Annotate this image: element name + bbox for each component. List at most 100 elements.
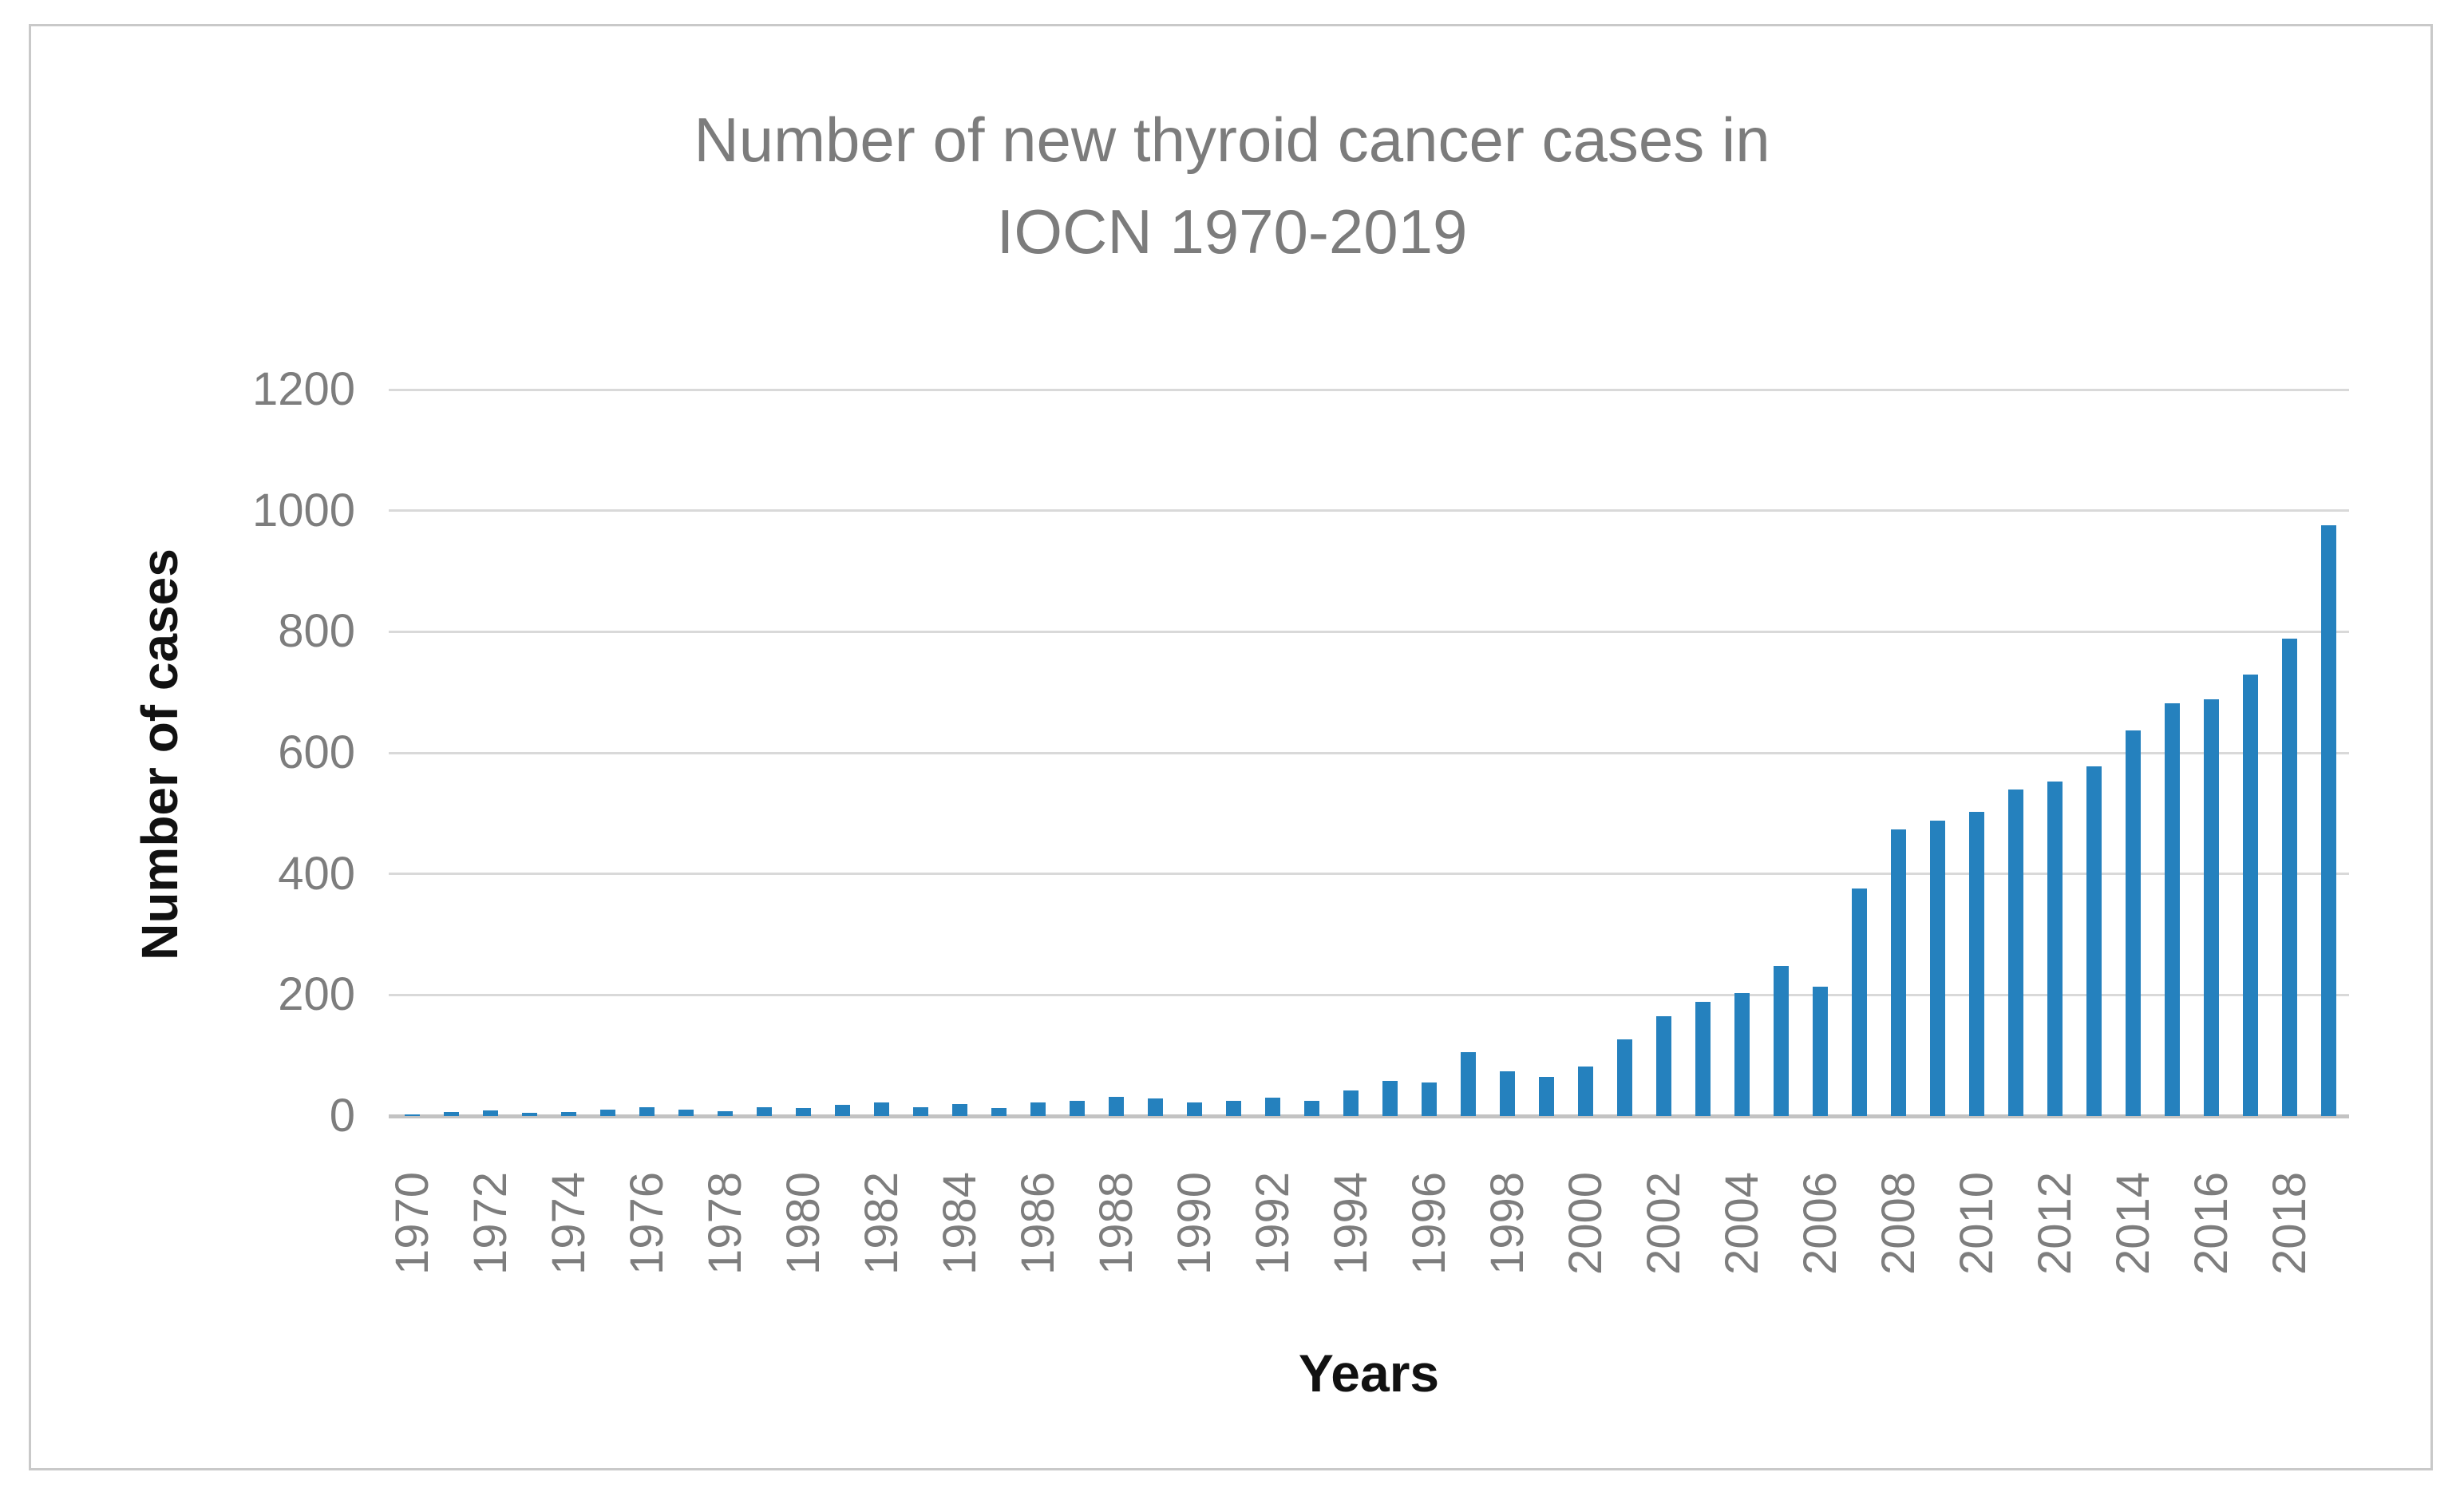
chart-title-line1: Number of new thyroid cancer cases in — [694, 105, 1770, 175]
x-tick-label-1974: 1974 — [543, 1143, 595, 1303]
x-tick-label-2002: 2002 — [1638, 1143, 1690, 1303]
bar-2019 — [2321, 524, 2336, 1116]
bar-1972 — [483, 1110, 498, 1116]
x-tick-label-1996: 1996 — [1403, 1143, 1455, 1303]
x-tick-label-2016: 2016 — [2185, 1143, 2237, 1303]
x-tick-label-text: 1988 — [1090, 1171, 1142, 1275]
x-tick-label-text: 1982 — [856, 1171, 908, 1275]
bar-1989 — [1148, 1098, 1163, 1116]
bar-1970 — [405, 1114, 420, 1116]
bar-2002 — [1656, 1015, 1671, 1116]
bar-1985 — [991, 1108, 1007, 1116]
x-tick-label-1970: 1970 — [386, 1143, 438, 1303]
bar-2003 — [1695, 1001, 1711, 1116]
gridline — [389, 509, 2349, 513]
bar-2011 — [2008, 790, 2023, 1116]
x-axis-baseline — [389, 1114, 2349, 1118]
x-tick-label-2004: 2004 — [1716, 1143, 1768, 1303]
bar-1980 — [796, 1108, 811, 1116]
bar-1992 — [1265, 1098, 1280, 1116]
bar-1977 — [678, 1109, 694, 1116]
bar-1996 — [1422, 1082, 1437, 1116]
bar-2009 — [1930, 820, 1945, 1116]
bar-1981 — [835, 1105, 850, 1116]
gridline — [389, 751, 2349, 754]
bar-2016 — [2204, 699, 2219, 1116]
y-tick-label: 600 — [278, 726, 355, 778]
x-tick-label-text: 1990 — [1169, 1171, 1220, 1275]
x-tick-label-1978: 1978 — [699, 1143, 751, 1303]
y-tick-label: 800 — [278, 605, 355, 658]
gridline — [389, 873, 2349, 876]
bar-1999 — [1539, 1076, 1554, 1116]
bar-2018 — [2282, 639, 2297, 1116]
x-tick-label-text: 1970 — [386, 1171, 438, 1275]
x-axis-title: Years — [1298, 1344, 1440, 1403]
bar-2008 — [1891, 829, 1906, 1116]
bar-2012 — [2047, 782, 2063, 1116]
bar-2006 — [1813, 986, 1828, 1116]
x-tick-label-2010: 2010 — [1951, 1143, 2003, 1303]
x-tick-label-1972: 1972 — [465, 1143, 516, 1303]
x-tick-label-text: 1996 — [1403, 1171, 1455, 1275]
x-tick-label-text: 2008 — [1873, 1171, 1924, 1275]
bar-1979 — [757, 1107, 772, 1116]
plot-area — [389, 388, 2349, 1118]
x-tick-label-1988: 1988 — [1090, 1143, 1142, 1303]
bar-2013 — [2086, 766, 2102, 1116]
x-tick-label-text: 1976 — [621, 1171, 673, 1275]
x-tick-label-text: 2014 — [2107, 1171, 2159, 1275]
chart-title-line2: IOCN 1970-2019 — [996, 196, 1468, 267]
gridline — [389, 993, 2349, 996]
bar-1971 — [444, 1112, 459, 1116]
figure-border — [29, 24, 2433, 1470]
bar-2015 — [2165, 702, 2180, 1116]
bar-1988 — [1109, 1097, 1124, 1116]
y-tick-label: 200 — [278, 968, 355, 1021]
bar-1986 — [1030, 1102, 1046, 1116]
bar-2014 — [2126, 730, 2141, 1116]
x-tick-label-text: 1974 — [543, 1171, 595, 1275]
bar-2004 — [1734, 993, 1750, 1116]
x-tick-label-text: 2018 — [2264, 1171, 2316, 1275]
x-tick-label-text: 1998 — [1481, 1171, 1533, 1275]
x-tick-label-text: 1992 — [1247, 1171, 1299, 1275]
x-tick-label-1984: 1984 — [934, 1143, 986, 1303]
bar-1997 — [1461, 1051, 1476, 1116]
x-tick-label-text: 1972 — [465, 1171, 516, 1275]
x-tick-label-1990: 1990 — [1169, 1143, 1220, 1303]
x-tick-label-2000: 2000 — [1560, 1143, 1612, 1303]
x-tick-label-1998: 1998 — [1481, 1143, 1533, 1303]
bar-1975 — [600, 1110, 615, 1116]
x-tick-label-text: 2010 — [1951, 1171, 2003, 1275]
x-tick-label-1994: 1994 — [1325, 1143, 1377, 1303]
x-tick-label-2014: 2014 — [2107, 1143, 2159, 1303]
x-tick-label-text: 2000 — [1560, 1171, 1612, 1275]
x-tick-label-text: 1984 — [934, 1171, 986, 1275]
x-tick-label-1992: 1992 — [1247, 1143, 1299, 1303]
x-tick-label-1986: 1986 — [1012, 1143, 1064, 1303]
y-tick-label: 400 — [278, 847, 355, 900]
bar-1984 — [952, 1103, 967, 1116]
gridline — [389, 630, 2349, 633]
bar-2001 — [1617, 1039, 1632, 1116]
x-tick-label-text: 1986 — [1012, 1171, 1064, 1275]
x-tick-label-text: 2016 — [2185, 1171, 2237, 1275]
gridline — [389, 388, 2349, 391]
x-tick-label-2018: 2018 — [2264, 1143, 2316, 1303]
y-tick-label: 1000 — [251, 484, 355, 536]
bar-2007 — [1852, 888, 1867, 1116]
x-tick-label-text: 1978 — [699, 1171, 751, 1275]
bar-1995 — [1382, 1081, 1398, 1116]
x-tick-label-1982: 1982 — [856, 1143, 908, 1303]
bar-1976 — [639, 1107, 655, 1116]
bar-2000 — [1578, 1066, 1593, 1116]
bar-1991 — [1226, 1101, 1241, 1116]
x-tick-label-2006: 2006 — [1794, 1143, 1846, 1303]
x-tick-label-1976: 1976 — [621, 1143, 673, 1303]
bar-1978 — [718, 1110, 733, 1116]
bar-2010 — [1969, 811, 1984, 1116]
bar-2005 — [1774, 965, 1789, 1116]
bar-1998 — [1500, 1071, 1515, 1116]
